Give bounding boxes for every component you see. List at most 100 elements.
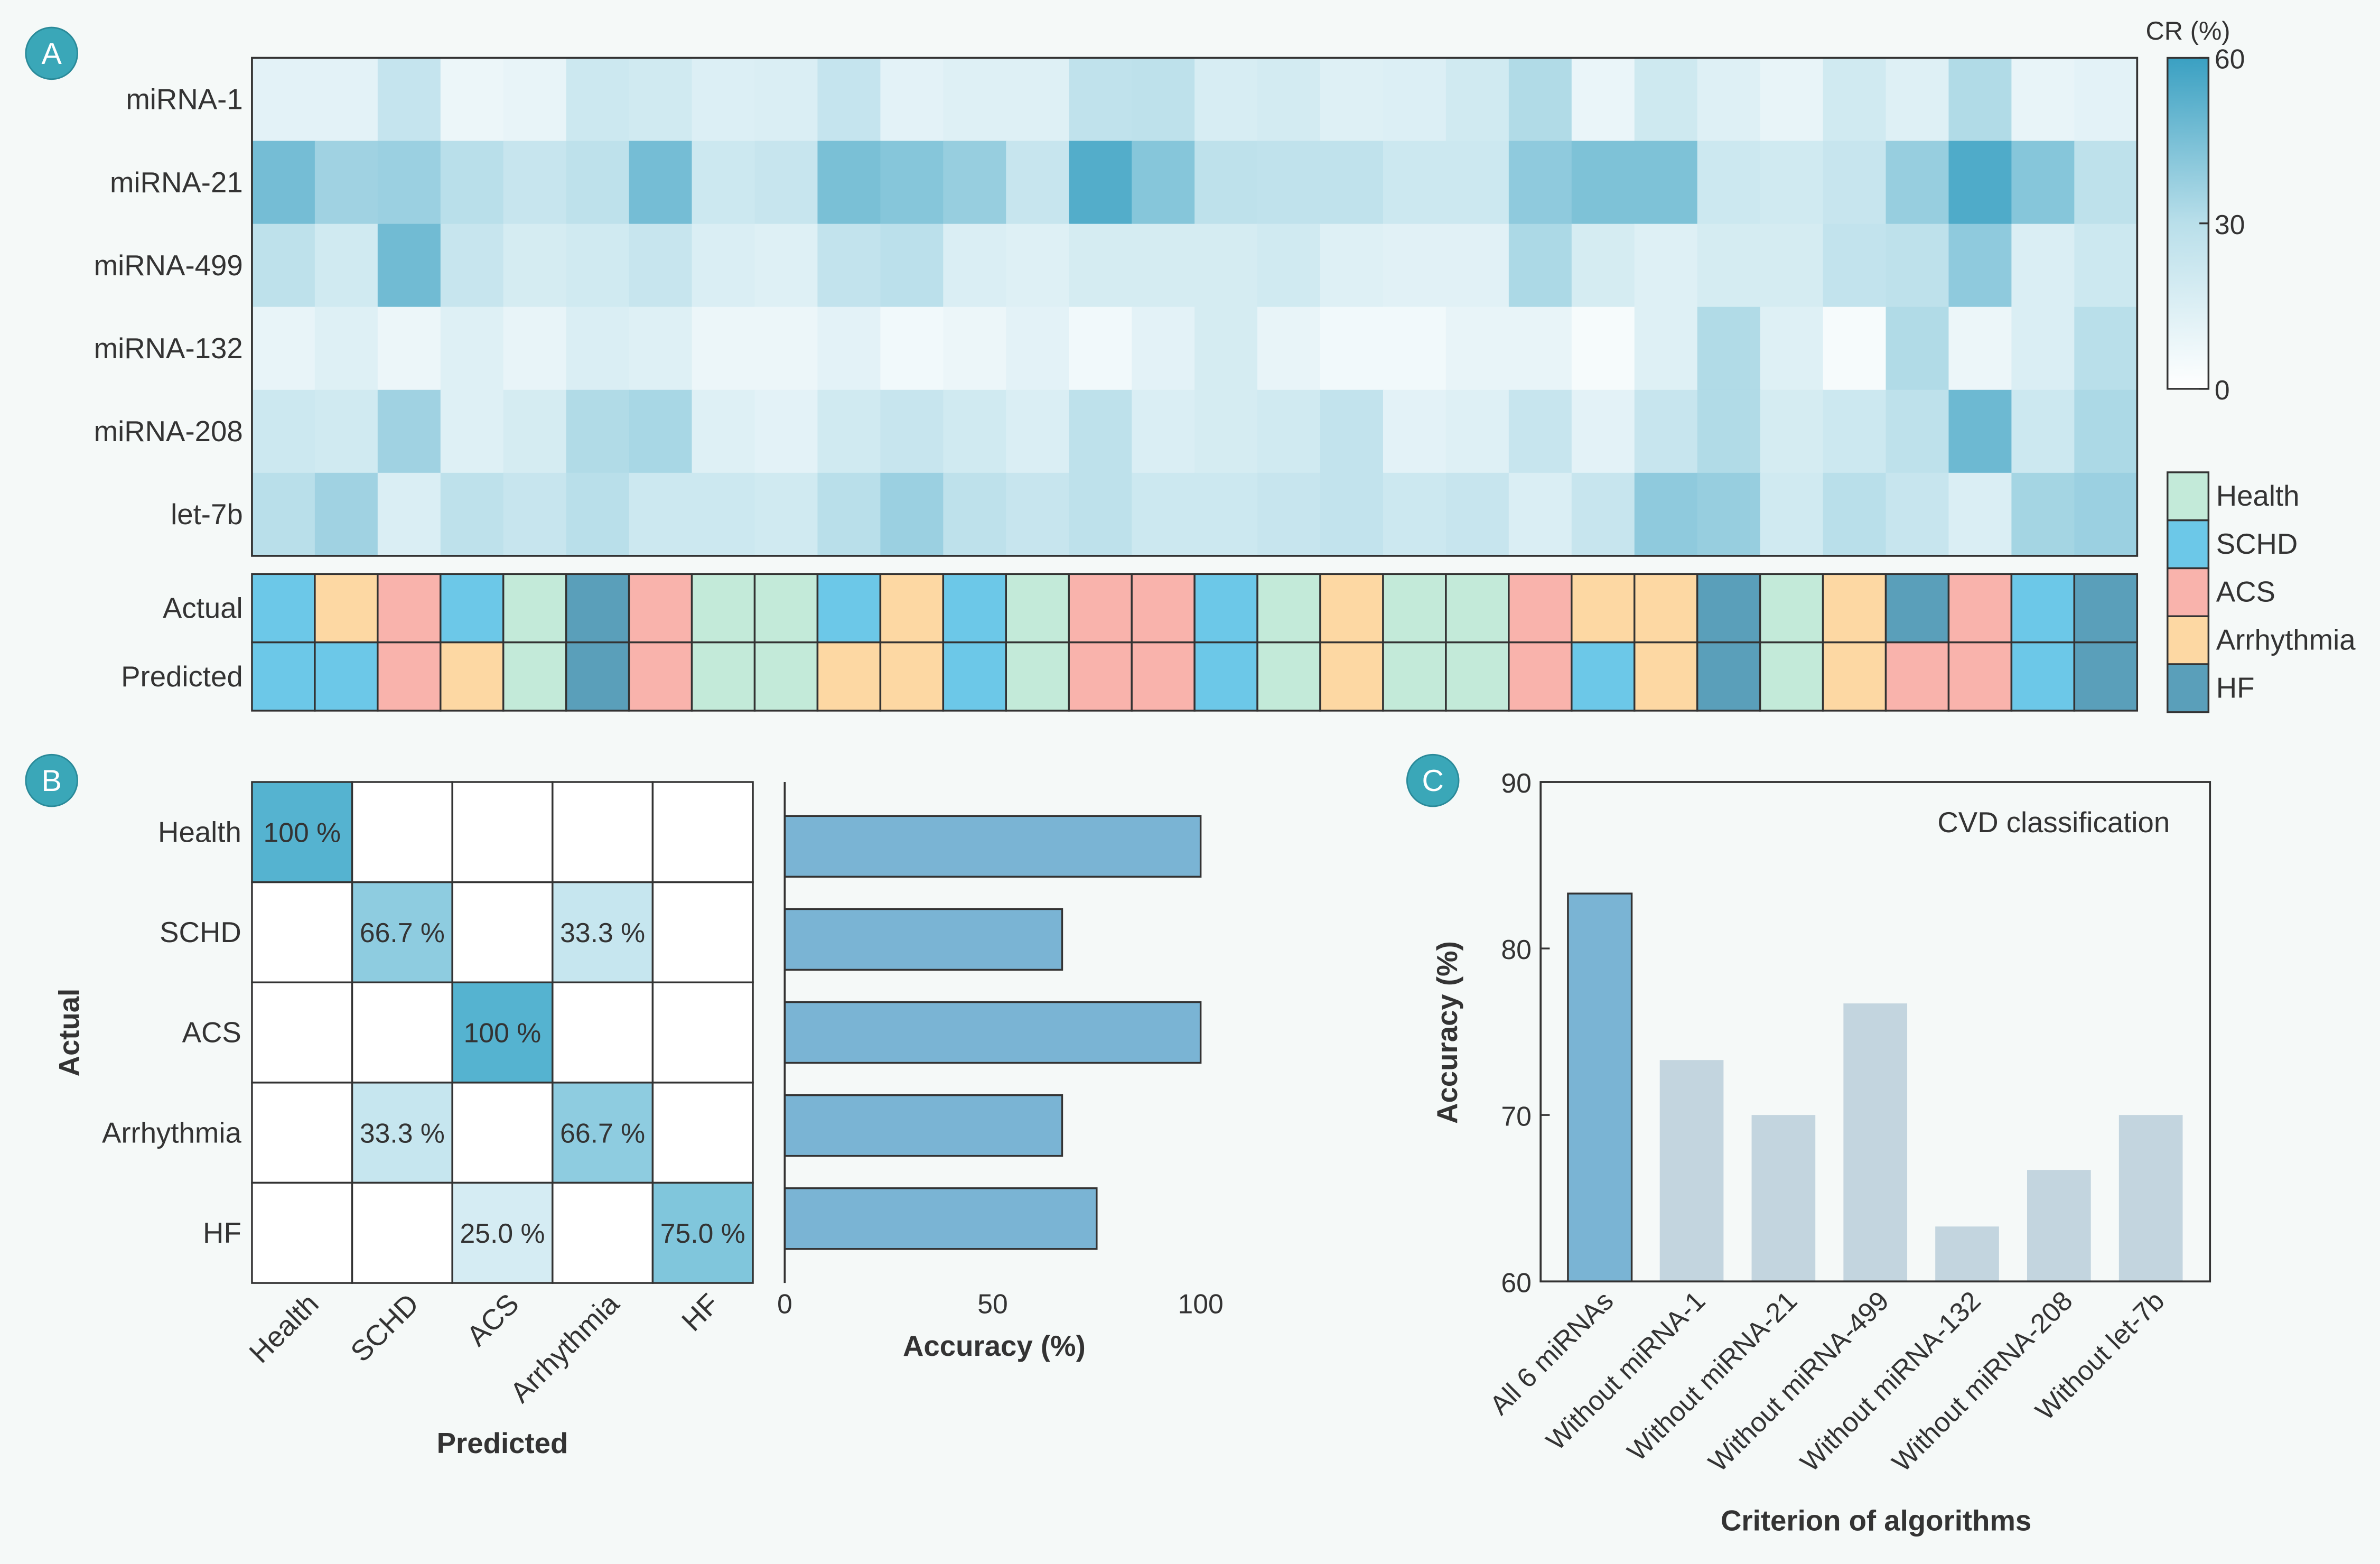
heatmap-cell <box>1886 389 1950 474</box>
accuracy-bar <box>783 815 1202 878</box>
heatmap-cell <box>1886 472 1950 557</box>
legend-label: SCHD <box>2216 528 2298 560</box>
predicted-class-cell <box>628 641 693 712</box>
heatmap-cell <box>1634 389 1698 474</box>
heatmap-cell <box>1194 306 1258 391</box>
heatmap-cell <box>1634 224 1698 308</box>
heatmap-cell <box>251 224 316 308</box>
actual-class-cell <box>1571 573 1636 644</box>
criterion-bar <box>1751 1115 1816 1282</box>
heatmap-cell <box>440 141 505 225</box>
confusion-cell <box>351 1181 453 1284</box>
actual-class-cell <box>1068 573 1133 644</box>
heatmap-cell <box>1257 141 1321 225</box>
panel-badge-c <box>1406 753 1460 807</box>
heatmap-cell <box>1383 141 1447 225</box>
legend-label: HF <box>2216 672 2255 704</box>
heatmap-cell <box>1132 306 1196 391</box>
predicted-class-cell <box>502 641 567 712</box>
actual-class-cell <box>879 573 945 644</box>
confusion-row-label: Health <box>158 816 241 848</box>
actual-class-cell <box>1382 573 1447 644</box>
heatmap-cell <box>2011 472 2076 557</box>
heatmap-cell <box>1508 141 1573 225</box>
heatmap-cell <box>503 58 567 142</box>
predicted-class-cell <box>1382 641 1447 712</box>
confusion-cell <box>351 981 453 1084</box>
heatmap-cell <box>1383 389 1447 474</box>
predicted-class-cell <box>1319 641 1384 712</box>
heatmap-cell <box>1257 224 1321 308</box>
predicted-class-cell <box>1571 641 1636 712</box>
heatmap-cell <box>1697 58 1761 142</box>
predicted-class-cell <box>1947 641 2013 712</box>
legend-swatch-hf <box>2167 663 2210 713</box>
heatmap-cell <box>629 224 693 308</box>
heatmap-cell <box>692 306 756 391</box>
heatmap-cell <box>692 472 756 557</box>
heatmap-cell <box>1320 141 1384 225</box>
heatmap-cell <box>880 141 945 225</box>
heatmap-cell <box>566 389 630 474</box>
heatmap-cell <box>2074 472 2139 557</box>
actual-class-cell <box>1759 573 1824 644</box>
confusion-row-label: HF <box>203 1217 241 1249</box>
accuracy-tick-label: 100 <box>1178 1289 1223 1319</box>
predicted-class-cell <box>377 641 442 712</box>
heatmap-cell <box>314 224 379 308</box>
predicted-class-cell <box>879 641 945 712</box>
heatmap-cell <box>1069 389 1133 474</box>
confusion-cell <box>451 1082 554 1184</box>
actual-class-cell <box>2073 573 2139 644</box>
predicted-class-cell <box>753 641 819 712</box>
accuracy-bar <box>783 1094 1063 1157</box>
heatmap-cell <box>880 58 945 142</box>
heatmap-cell <box>377 389 442 474</box>
annotation-row-label: Actual <box>163 592 243 625</box>
confusion-cell-label: 33.3 % <box>560 917 645 948</box>
accuracy-bar <box>783 1187 1098 1250</box>
heatmap-cell <box>1320 389 1384 474</box>
heatmap-cell <box>1571 389 1636 474</box>
heatmap-cell <box>1697 224 1761 308</box>
heatmap-cell <box>1006 141 1070 225</box>
actual-class-cell <box>2010 573 2076 644</box>
heatmap-cell <box>1948 58 2013 142</box>
heatmap-cell <box>1760 141 1824 225</box>
heatmap-cell <box>1697 389 1761 474</box>
criterion-y-title: Accuracy (%) <box>1431 941 1463 1124</box>
colorbar-tick-label: 0 <box>2215 375 2230 405</box>
panel-label-c: C <box>1422 764 1444 798</box>
confusion-cell <box>552 881 654 983</box>
predicted-class-cell <box>942 641 1007 712</box>
heatmap-cell <box>1257 472 1321 557</box>
annotation-row-label: Predicted <box>121 660 243 693</box>
heatmap-cell <box>1383 58 1447 142</box>
heatmap-cell <box>440 389 505 474</box>
heatmap-cell <box>503 306 567 391</box>
heatmap-cell <box>1069 224 1133 308</box>
heatmap-cell <box>817 306 882 391</box>
heatmap-cell <box>1571 306 1636 391</box>
confusion-cell <box>251 1181 353 1284</box>
accuracy-bar <box>783 908 1063 971</box>
heatmap-cell <box>2011 306 2076 391</box>
heatmap-cell <box>1760 389 1824 474</box>
actual-class-cell <box>816 573 882 644</box>
heatmap-cell <box>251 472 316 557</box>
heatmap-cell <box>1948 472 2013 557</box>
heatmap-cell <box>377 58 442 142</box>
heatmap-cell <box>251 58 316 142</box>
actual-class-cell <box>1696 573 1761 644</box>
heatmap-cell <box>943 306 1007 391</box>
confusion-cell <box>451 1181 554 1284</box>
criterion-bar <box>2027 1170 2091 1282</box>
criterion-bar <box>1567 892 1633 1282</box>
heatmap-cell <box>1257 389 1321 474</box>
confusion-cell-label: 75.0 % <box>660 1218 745 1249</box>
criterion-chart-title: CVD classification <box>1937 806 2170 839</box>
heatmap-cell <box>629 306 693 391</box>
heatmap-cell <box>1760 224 1824 308</box>
panel-label-a: A <box>42 37 62 71</box>
heatmap-cell <box>1194 472 1258 557</box>
